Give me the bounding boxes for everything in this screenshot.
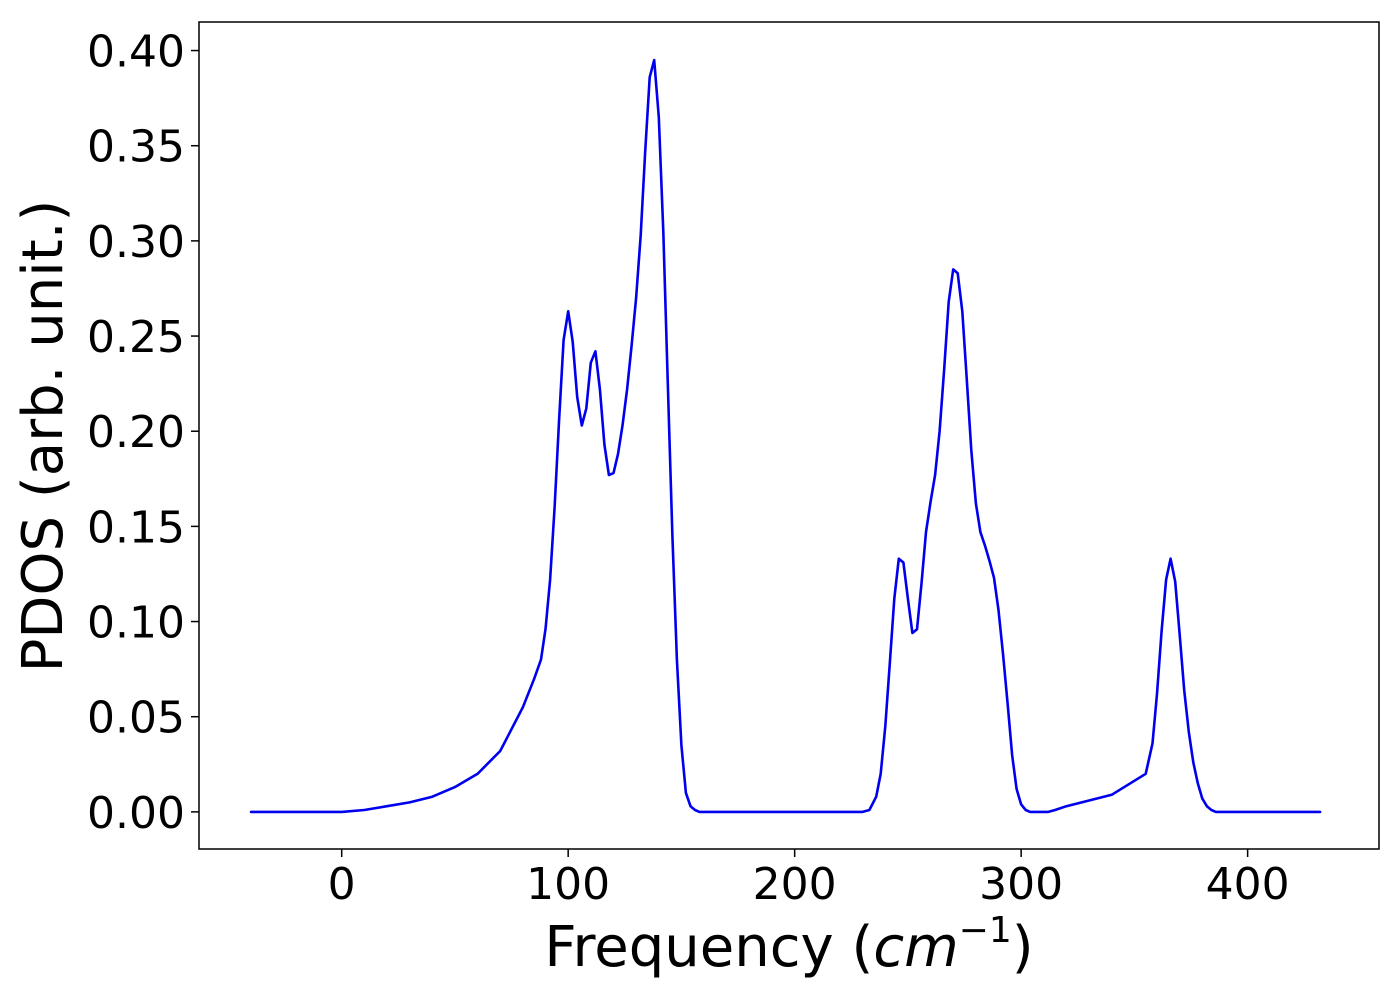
x-axis-label-close: ) bbox=[1012, 915, 1034, 980]
x-tick-label: 100 bbox=[526, 859, 610, 910]
y-tick-label: 0.20 bbox=[87, 407, 185, 458]
y-tick-label: 0.30 bbox=[87, 217, 185, 268]
x-axis-label-unit: cm bbox=[873, 915, 958, 980]
x-axis-label-text: Frequency ( bbox=[544, 915, 873, 980]
y-tick-label: 0.40 bbox=[87, 27, 185, 78]
y-axis-label: PDOS (arb. unit.) bbox=[11, 200, 76, 673]
x-tick-label: 0 bbox=[328, 859, 356, 910]
series-layer bbox=[249, 58, 1322, 814]
y-tick-label: 0.10 bbox=[87, 598, 185, 649]
y-tick-label: 0.05 bbox=[87, 693, 185, 744]
x-axis-label-exponent: −1 bbox=[959, 910, 1012, 951]
x-tick-label: 300 bbox=[979, 859, 1063, 910]
x-tick-label: 400 bbox=[1206, 859, 1290, 910]
y-tick-label: 0.35 bbox=[87, 122, 185, 173]
y-tick-label: 0.00 bbox=[87, 788, 185, 839]
x-tick-label: 200 bbox=[753, 859, 837, 910]
y-tick-label: 0.15 bbox=[87, 502, 185, 553]
plot-area-frame bbox=[198, 21, 1380, 850]
x-axis-label: Frequency (cm−1) bbox=[544, 910, 1033, 980]
pdos-series-line bbox=[249, 58, 1322, 814]
ticks-layer: 0 100 200 300 400 0.00 0.05 0.10 0.15 0.20 0.25 0.3… bbox=[87, 27, 1290, 910]
y-tick-label: 0.25 bbox=[87, 312, 185, 363]
